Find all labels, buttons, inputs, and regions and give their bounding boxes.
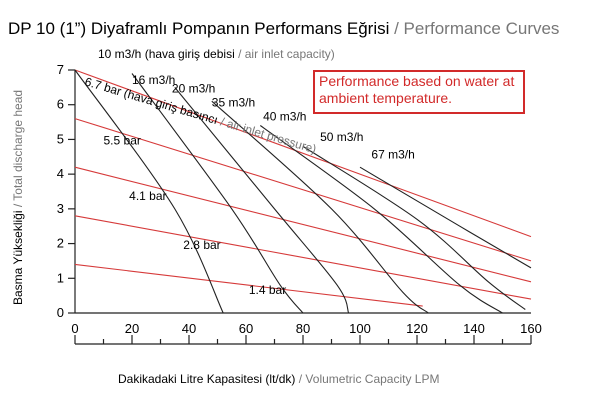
curve-label-40-m3-h: 40 m3/h [263, 109, 306, 123]
pressure-label-sep: / [216, 114, 230, 130]
y-tick-label-5: 5 [57, 131, 64, 146]
curve-label-4-1-bar: 4.1 bar [129, 189, 166, 203]
curve-label-5-5-bar: 5.5 bar [104, 134, 141, 148]
x-tick-label-140: 140 [463, 321, 485, 336]
xlabel-tr: Dakikadaki Litre Kapasitesi (lt/dk) [118, 372, 295, 386]
plot-area: 0 1 2 3 4 5 6 7 0 20 40 60 80 100 120 140 160 16 m3/h20 m… [57, 62, 542, 345]
curve-label-35-m3-h: 35 m3/h [212, 95, 255, 109]
curve-label-1-4-bar: 1.4 bar [249, 283, 286, 297]
ylabel-tr: Basma Yüksekliği [11, 211, 25, 306]
x-tick-label-100: 100 [349, 321, 371, 336]
air-curve-20-m3-h [174, 87, 350, 314]
y-tick-label-1: 1 [57, 270, 64, 285]
pressure-curve-1-4-bar [74, 263, 423, 307]
note-box: Performance based on water at ambient te… [313, 70, 525, 114]
pressure-curve-6-7-bar [74, 69, 532, 238]
y-tick-label-0: 0 [57, 305, 64, 320]
air-curve-40-m3-h [259, 125, 503, 314]
x-axis-label: Dakikadaki Litre Kapasitesi (lt/dk) / Vo… [118, 372, 439, 386]
x-tick-label-20: 20 [125, 321, 139, 336]
ylabel-sep: / [11, 201, 25, 211]
y-tick-label-2: 2 [57, 236, 64, 251]
x-tick-label-160: 160 [520, 321, 542, 336]
air-curve-10-m3-h [74, 69, 224, 314]
x-tick-label-80: 80 [296, 321, 310, 336]
curve-label-16-m3-h: 16 m3/h [132, 73, 175, 87]
curve-label-50-m3-h: 50 m3/h [320, 130, 363, 144]
chart-title: DP 10 (1”) Diyaframlı Pompanın Performan… [8, 19, 559, 38]
air-curve-67-m3-h [359, 166, 532, 269]
y-axis-label: Basma Yüksekliği / Total discharge head [11, 90, 25, 305]
air-curve-35-m3-h [211, 100, 429, 314]
pressure-curve-5-5-bar [74, 118, 532, 262]
air-label-tr: 10 m3/h (hava giriş debisi [98, 47, 235, 61]
pressure-curve-4-1-bar [74, 166, 532, 283]
title-en: Performance Curves [404, 19, 560, 38]
xlabel-en: Volumetric Capacity LPM [305, 372, 439, 386]
y-tick-label-3: 3 [57, 201, 64, 216]
air-curve-50-m3-h [302, 145, 526, 310]
title-sep: / [389, 19, 403, 38]
title-main: DP 10 (1”) Diyaframlı Pompanın Performan… [8, 19, 389, 38]
x-tick-label-40: 40 [182, 321, 196, 336]
air-curve-16-m3-h [131, 73, 304, 314]
air-capacity-label: 10 m3/h (hava giriş debisi / air inlet c… [98, 47, 335, 61]
xlabel-sep: / [295, 372, 305, 386]
curve-label-2-8-bar: 2.8 bar [183, 238, 220, 252]
note-text: Performance based on water at ambient te… [319, 73, 515, 106]
air-label-en: air inlet capacity) [245, 47, 335, 61]
y-tick-label-7: 7 [57, 62, 64, 77]
air-label-sep: / [235, 47, 245, 61]
ylabel-en: Total discharge head [11, 90, 25, 201]
y-tick-label-4: 4 [57, 166, 64, 181]
x-tick-label-0: 0 [71, 321, 78, 336]
y-tick-label-6: 6 [57, 97, 64, 112]
x-tick-label-60: 60 [239, 321, 253, 336]
curve-label-67-m3-h: 67 m3/h [371, 148, 414, 162]
pressure-curve-2-8-bar [74, 215, 532, 300]
curve-label-20-m3-h: 20 m3/h [172, 82, 215, 96]
x-tick-label-120: 120 [406, 321, 428, 336]
